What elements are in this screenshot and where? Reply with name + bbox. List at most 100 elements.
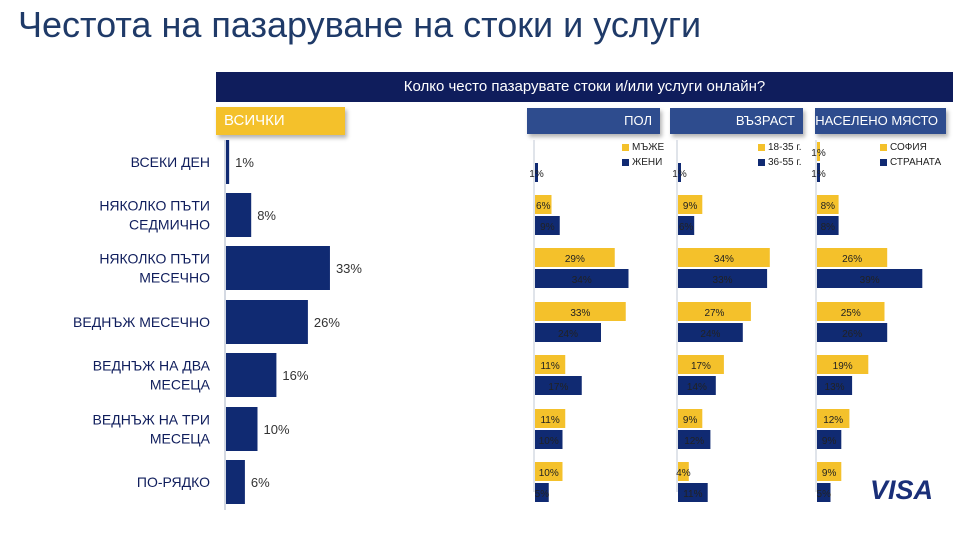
data-label: 1%	[811, 169, 826, 180]
bar-ЖЕНИ	[535, 483, 549, 502]
bar-СОФИЯ	[817, 195, 839, 214]
data-label: 39%	[860, 275, 880, 286]
bar-СОФИЯ	[817, 462, 842, 481]
category-label: ВСЕКИ ДЕН	[131, 154, 210, 170]
data-label: 5%	[817, 489, 832, 500]
category-label: НЯКОЛКО ПЪТИ	[99, 198, 210, 214]
bar-ЖЕНИ	[535, 163, 538, 182]
data-label: 1%	[811, 148, 826, 159]
data-label: 8%	[821, 201, 836, 212]
bar-all	[226, 460, 245, 504]
legend-item: СОФИЯ	[880, 140, 941, 155]
bar-СОФИЯ	[817, 355, 869, 374]
bar-ЖЕНИ	[535, 430, 563, 449]
data-label: 11%	[540, 361, 559, 372]
category-label: ВЕДНЪЖ НА ДВА	[93, 358, 211, 374]
data-label: 24%	[700, 329, 720, 340]
bar-СТРАНАТА	[817, 216, 839, 235]
data-label: 4%	[676, 468, 691, 479]
bar-МЪЖЕ	[535, 195, 552, 214]
legend-item: ЖЕНИ	[622, 155, 664, 170]
bar-ЖЕНИ	[535, 269, 629, 288]
legend-swatch-navy	[758, 158, 765, 166]
bar-all	[226, 246, 330, 290]
data-label: 9%	[822, 468, 837, 479]
data-label: 12%	[684, 436, 704, 447]
data-label: 27%	[704, 308, 724, 319]
data-label: 9%	[683, 415, 698, 426]
data-label: 16%	[282, 368, 308, 383]
data-label: 34%	[714, 254, 734, 265]
legend-label: СОФИЯ	[890, 142, 927, 153]
data-label: 1%	[529, 169, 544, 180]
data-label: 14%	[687, 382, 707, 393]
legend-item: МЪЖЕ	[622, 140, 664, 155]
data-label: 10%	[539, 468, 559, 479]
legend-age: 18-35 г. 36-55 г.	[758, 140, 802, 170]
category-label: ВЕДНЪЖ МЕСЕЧНО	[73, 314, 210, 330]
bar-all	[226, 193, 252, 237]
bar-ЖЕНИ	[535, 323, 601, 342]
legend-swatch-navy	[880, 158, 887, 166]
tab-settlement: НАСЕЛЕНО МЯСТО	[815, 108, 946, 134]
data-label: 26%	[842, 329, 862, 340]
bar-36-55 г.	[678, 216, 695, 235]
data-label: 26%	[842, 254, 862, 265]
legend-swatch-gold	[880, 143, 887, 151]
bar-СОФИЯ	[817, 142, 820, 161]
data-label: 6%	[679, 222, 694, 233]
bar-МЪЖЕ	[535, 248, 615, 267]
category-label: МЕСЕЧНО	[139, 270, 210, 286]
data-label: 33%	[570, 308, 590, 319]
tab-all: ВСИЧКИ	[216, 107, 345, 135]
data-label: 9%	[683, 201, 698, 212]
bar-36-55 г.	[678, 269, 768, 288]
data-label: 10%	[539, 436, 559, 447]
bar-СОФИЯ	[817, 409, 850, 428]
data-label: 6%	[536, 201, 551, 212]
bar-18-35 г.	[678, 195, 703, 214]
data-label: 11%	[683, 489, 702, 500]
category-label: ПО-РЯДКО	[137, 474, 210, 490]
legend-label: 18-35 г.	[768, 142, 802, 153]
visa-logo: VISA	[870, 475, 934, 505]
category-label: МЕСЕЦА	[150, 377, 211, 393]
data-label: 6%	[251, 475, 270, 490]
legend-swatch-gold	[622, 143, 629, 151]
bar-all	[226, 300, 308, 344]
tab-gender: ПОЛ	[527, 108, 660, 134]
legend-label: СТРАНАТА	[890, 157, 942, 168]
category-label: ВЕДНЪЖ НА ТРИ	[93, 412, 210, 428]
bar-СТРАНАТА	[817, 376, 853, 395]
bar-МЪЖЕ	[535, 302, 626, 321]
data-label: 9%	[822, 436, 837, 447]
bar-18-35 г.	[678, 462, 689, 481]
data-label: 34%	[572, 275, 592, 286]
data-label: 11%	[540, 415, 559, 426]
legend-label: 36-55 г.	[768, 157, 802, 168]
bar-СТРАНАТА	[817, 430, 842, 449]
data-label: 17%	[548, 382, 568, 393]
data-label: 26%	[314, 315, 340, 330]
bar-all	[226, 407, 258, 451]
data-label: 1%	[672, 169, 687, 180]
bar-all	[226, 140, 230, 184]
data-label: 5%	[535, 489, 550, 500]
bar-18-35 г.	[678, 409, 703, 428]
bar-18-35 г.	[678, 248, 770, 267]
legend-item: 18-35 г.	[758, 140, 802, 155]
legend-gender: МЪЖЕ ЖЕНИ	[622, 140, 664, 170]
bar-ЖЕНИ	[535, 376, 582, 395]
data-label: 13%	[825, 382, 845, 393]
bar-МЪЖЕ	[535, 409, 566, 428]
bar-МЪЖЕ	[535, 355, 566, 374]
bar-ЖЕНИ	[535, 216, 560, 235]
bar-СТРАНАТА	[817, 323, 888, 342]
bar-36-55 г.	[678, 376, 716, 395]
question-banner: Колко често пазарувате стоки и/или услуг…	[216, 72, 953, 102]
data-label: 33%	[336, 261, 362, 276]
category-label: СЕДМИЧНО	[129, 217, 210, 233]
data-label: 29%	[565, 254, 585, 265]
data-label: 24%	[558, 329, 578, 340]
